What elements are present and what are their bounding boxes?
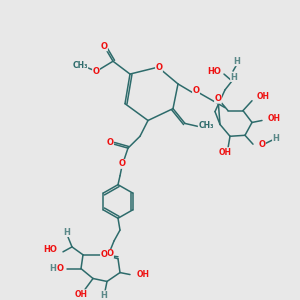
Text: O: O [259,140,266,149]
Text: OH: OH [218,148,232,157]
Text: O: O [118,159,125,168]
Text: O: O [56,264,64,273]
Text: H: H [50,264,56,273]
Text: OH: OH [268,114,281,123]
Text: O: O [100,42,107,51]
Text: O: O [214,94,221,103]
Text: O: O [92,67,100,76]
Text: OH: OH [137,270,150,279]
Text: HO: HO [207,67,221,76]
Text: O: O [106,138,113,147]
Text: CH₃: CH₃ [198,121,214,130]
Text: O: O [155,63,163,72]
Text: OH: OH [74,290,88,299]
Text: O: O [100,250,107,259]
Text: H: H [234,57,240,66]
Text: HO: HO [43,245,57,254]
Text: OH: OH [257,92,270,101]
Text: H: H [258,142,265,151]
Text: H: H [100,291,107,300]
Text: H: H [273,134,279,143]
Text: CH₃: CH₃ [72,61,88,70]
Text: H: H [64,228,70,237]
Text: O: O [193,86,200,95]
Text: O: O [106,249,113,258]
Text: H: H [231,73,237,82]
